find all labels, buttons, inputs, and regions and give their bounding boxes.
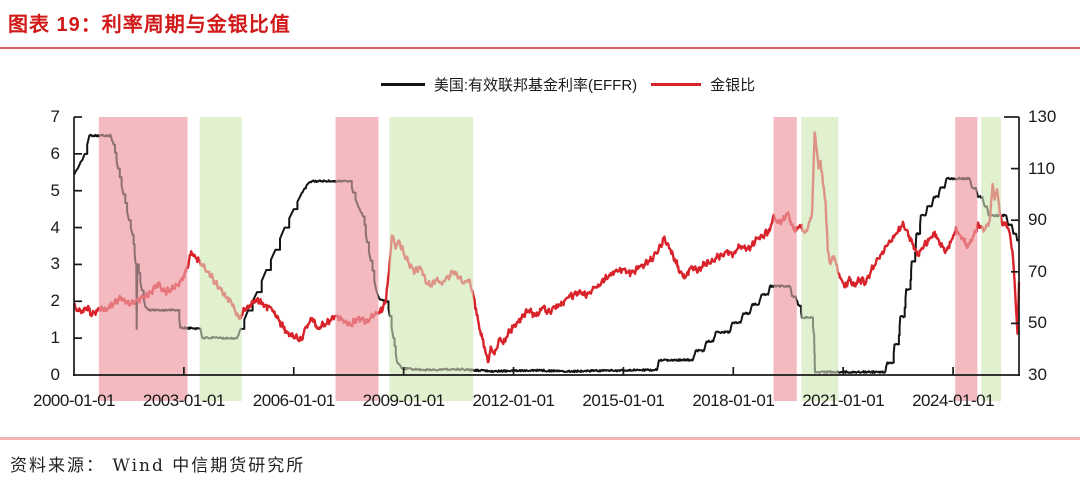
x-axis-tick-label: 2024-01-01: [912, 391, 995, 410]
x-axis-tick-label: 2003-01-01: [142, 391, 225, 410]
x-axis-tick-label: 2015-01-01: [582, 391, 665, 410]
left-axis-tick-label: 0: [50, 365, 60, 384]
left-axis-tick-label: 3: [50, 254, 60, 274]
x-axis-tick-label: 2006-01-01: [252, 391, 335, 410]
effr-line-sample-icon: [380, 83, 425, 86]
x-axis-tick-label: 2018-01-01: [692, 391, 775, 410]
band-overlay: [389, 117, 474, 401]
band-overlay: [335, 117, 379, 401]
chart-legend: 美国:有效联邦基金利率(EFFR) 金银比: [28, 74, 1080, 95]
x-axis-tick-label: 2012-01-01: [472, 391, 555, 410]
left-axis-tick-label: 7: [50, 107, 60, 126]
left-axis-tick-label: 6: [50, 143, 60, 163]
figure-title: 图表 19：利率周期与金银比值: [8, 14, 291, 36]
ratio-line-sample-icon: [651, 83, 702, 86]
x-axis-tick-label: 2000-01-01: [33, 391, 115, 410]
left-axis-tick-label: 1: [50, 328, 60, 348]
x-axis-tick-label: 2009-01-01: [362, 391, 445, 410]
band-overlay: [199, 117, 242, 401]
legend-item-gold-silver-ratio: 金银比: [651, 74, 755, 95]
band-overlay: [98, 117, 188, 401]
right-axis-tick-label: 70: [1028, 261, 1047, 281]
left-axis-tick-label: 2: [50, 291, 60, 311]
x-axis-tick-label: 2021-01-01: [802, 391, 885, 410]
right-axis-tick-label: 130: [1028, 107, 1057, 126]
legend-label-effr: 美国:有效联邦基金利率(EFFR): [433, 77, 638, 94]
legend-label-gold-silver-ratio: 金银比: [710, 77, 756, 94]
right-axis-tick-label: 110: [1028, 158, 1056, 178]
right-axis-tick-label: 50: [1028, 313, 1047, 333]
band-overlay: [955, 117, 978, 401]
footer-rule: [0, 437, 1080, 440]
right-axis-tick-label: 90: [1028, 210, 1047, 230]
legend-item-effr: 美国:有效联邦基金利率(EFFR): [380, 74, 638, 95]
band-overlay: [773, 117, 797, 401]
left-axis-tick-label: 5: [50, 180, 60, 200]
left-axis-tick-label: 4: [50, 217, 60, 237]
source-note: 资料来源： Wind 中信期货研究所: [10, 456, 306, 476]
right-axis-tick-label: 30: [1028, 365, 1047, 384]
band-overlay: [981, 117, 1002, 401]
title-rule: [0, 47, 1080, 49]
band-overlay: [801, 117, 839, 401]
